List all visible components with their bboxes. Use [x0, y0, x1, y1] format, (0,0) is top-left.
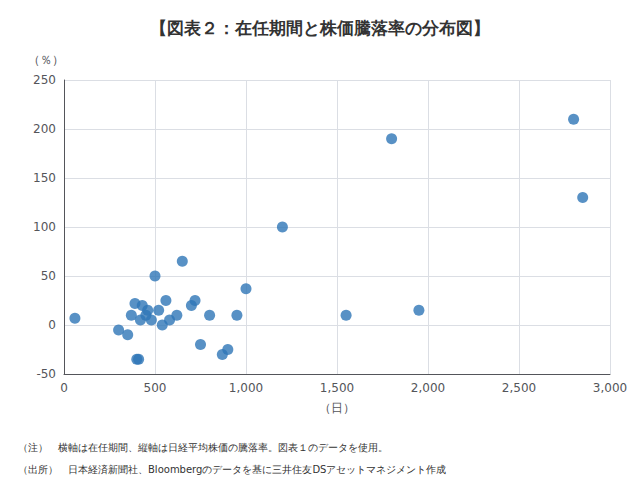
svg-text:250: 250 — [33, 73, 56, 87]
svg-text:500: 500 — [144, 381, 167, 395]
svg-text:2,000: 2,000 — [411, 381, 445, 395]
svg-text:50: 50 — [41, 269, 56, 283]
svg-text:【図表２：在任期間と株価騰落率の分布図】: 【図表２：在任期間と株価騰落率の分布図】 — [150, 18, 490, 38]
svg-text:-50: -50 — [36, 367, 56, 381]
svg-text:（日）: （日） — [319, 401, 355, 415]
svg-text:100: 100 — [33, 220, 56, 234]
svg-text:0: 0 — [60, 381, 68, 395]
svg-text:0: 0 — [48, 318, 56, 332]
svg-text:（％）: （％） — [28, 53, 64, 67]
svg-text:2,500: 2,500 — [502, 381, 536, 395]
svg-text:1,500: 1,500 — [320, 381, 354, 395]
svg-text:（注） 横軸は在任期間、縦軸は日経平均株価の騰落率。図表１の: （注） 横軸は在任期間、縦軸は日経平均株価の騰落率。図表１のデータを使用。 — [18, 442, 388, 453]
svg-text:3,000: 3,000 — [593, 381, 627, 395]
svg-text:150: 150 — [33, 171, 56, 185]
svg-text:200: 200 — [33, 122, 56, 136]
svg-text:（出所） 日本経済新聞社、Bloombergのデータを基に三: （出所） 日本経済新聞社、Bloombergのデータを基に三井住友DSアセットマ… — [18, 464, 446, 475]
svg-text:1,000: 1,000 — [229, 381, 263, 395]
